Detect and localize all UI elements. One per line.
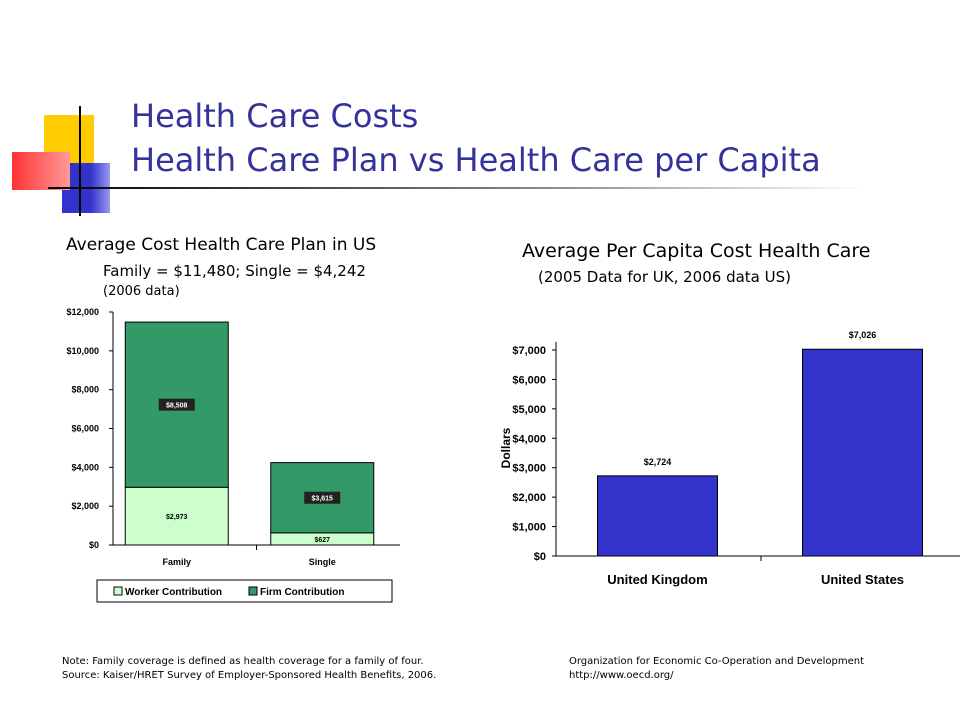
left-x-tick-label: Family: [162, 557, 191, 567]
left-bar-value-box: [304, 491, 341, 504]
right-footnote: Organization for Economic Co-Operation a…: [569, 655, 864, 683]
left-y-tick-label: $6,000: [71, 424, 99, 434]
decor-vertical-line: [79, 106, 81, 216]
left-bar-family-worker: [124, 486, 229, 546]
decor-horizontal-line: [48, 187, 868, 189]
right-bar-value-label: $7,026: [849, 330, 877, 340]
left-footnote-line1: Note: Family coverage is defined as heal…: [62, 656, 424, 667]
right-x-tick-label: United Kingdom: [607, 572, 707, 587]
left-y-tick-label: $8,000: [71, 385, 99, 395]
right-footnote-line1: Organization for Economic Co-Operation a…: [569, 656, 865, 667]
left-y-tick-label: $12,000: [66, 307, 99, 317]
left-legend: Worker Contribution Firm Contribution: [96, 579, 393, 603]
right-y-tick-label: $3,000: [512, 463, 546, 475]
left-y-tick-label: $0: [89, 540, 99, 550]
slide-title-line2: Health Care Plan vs Health Care per Capi…: [131, 141, 821, 179]
left-y-tick-label: $4,000: [71, 462, 99, 472]
right-y-tick-label: $1,000: [512, 522, 546, 534]
left-legend-swatch: [113, 586, 123, 596]
left-legend-swatch: [248, 586, 258, 596]
left-footnote: Note: Family coverage is defined as heal…: [62, 655, 436, 683]
left-bar-value-label: $3,615: [312, 496, 334, 503]
left-legend-label: Worker Contribution: [125, 587, 222, 598]
left-bar-value-label: $627: [314, 537, 330, 544]
left-legend-box: [96, 579, 393, 603]
right-y-tick-label: $6,000: [512, 374, 546, 386]
decor-red-square: [12, 152, 70, 190]
right-x-tick-label: United States: [821, 572, 904, 587]
right-chart: $0 $1,000 $2,000 $3,000 $4,000 $5,000 $6,000 $7…: [499, 330, 960, 587]
left-y-tick-label: $10,000: [66, 346, 99, 356]
right-y-tick-label: $7,000: [512, 345, 546, 357]
right-y-tick-label: $2,000: [512, 492, 546, 504]
left-chart-data-note: (2006 data): [103, 284, 180, 299]
right-bar-united-kingdom: [597, 475, 718, 557]
right-chart-subheading: (2005 Data for UK, 2006 data US): [538, 268, 791, 286]
right-bar-united-states: [802, 348, 923, 557]
left-y-tick-label: $2,000: [71, 501, 99, 511]
slide-title-line1: Health Care Costs: [131, 97, 419, 135]
left-bar-value-box: [158, 398, 195, 411]
right-y-tick-label: $0: [534, 551, 546, 563]
right-bar-value-label: $2,724: [644, 457, 672, 467]
left-chart-subheading: Family = $11,480; Single = $4,242: [103, 262, 366, 280]
left-bar-value-label: $8,508: [166, 403, 188, 410]
right-chart-heading: Average Per Capita Cost Health Care: [522, 240, 871, 262]
right-footnote-line2: http://www.oecd.org/: [569, 670, 674, 681]
left-chart-heading: Average Cost Health Care Plan in US: [66, 235, 377, 255]
left-bar-value-label: $2,973: [166, 514, 188, 521]
left-x-tick-label: Single: [309, 557, 336, 567]
right-y-tick-label: $4,000: [512, 433, 546, 445]
left-chart: $0 $2,000 $4,000 $6,000 $8,000 $10,000 $12,000…: [66, 307, 400, 603]
right-y-axis-label: Dollars: [499, 427, 513, 468]
left-footnote-line2: Source: Kaiser/HRET Survey of Employer-S…: [62, 670, 437, 681]
left-legend-label: Firm Contribution: [260, 587, 344, 598]
right-y-tick-label: $5,000: [512, 404, 546, 416]
